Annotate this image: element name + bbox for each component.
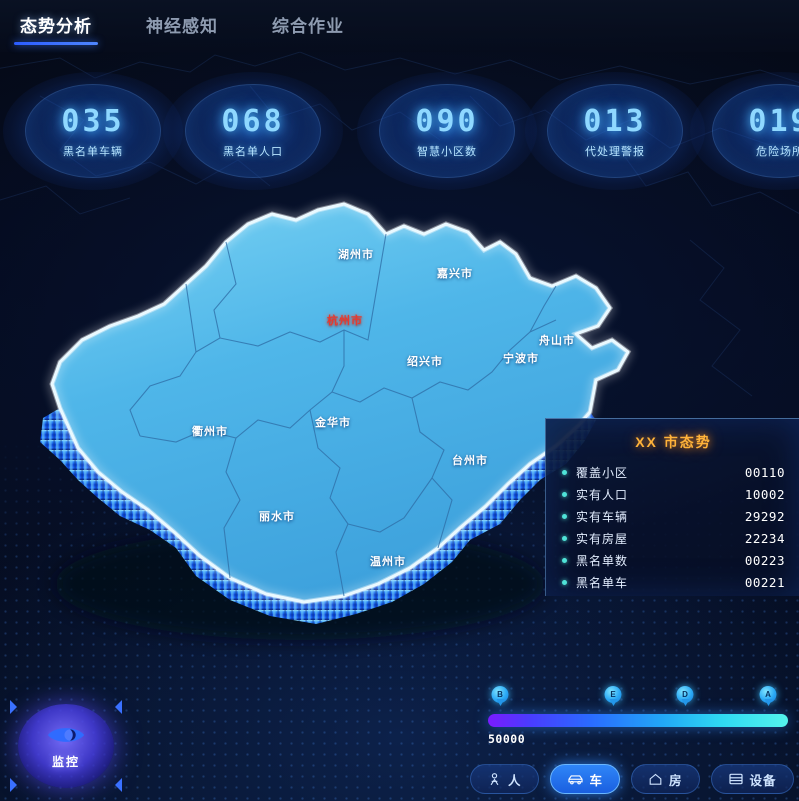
gradient-bar[interactable] — [488, 714, 788, 727]
stat-value: 035 — [61, 103, 125, 139]
legend-marker-b[interactable]: B — [491, 686, 509, 703]
stat-dangerous-places[interactable]: 019 危险场所 — [690, 72, 799, 190]
row-label: 黑名单数 — [576, 553, 629, 568]
panel-row[interactable]: 覆盖小区 00110 — [562, 462, 785, 482]
bullet-icon — [562, 513, 567, 519]
row-value: 00221 — [744, 574, 785, 590]
row-value: 00110 — [744, 464, 785, 480]
row-value: 10002 — [744, 486, 785, 502]
legend-marker-e[interactable]: E — [604, 686, 622, 703]
legend-marker-a[interactable]: A — [759, 686, 777, 703]
filter-person[interactable]: 人 — [470, 764, 539, 794]
monitor-button[interactable]: 监控 — [18, 704, 114, 788]
stat-label: 危险场所 — [756, 145, 799, 158]
monitor-label: 监控 — [51, 754, 80, 769]
marker-label: B — [497, 690, 503, 699]
stat-blacklist-population[interactable]: 068 黑名单人口 — [163, 72, 343, 190]
row-label: 实有车辆 — [576, 509, 629, 524]
top-navigation: 态势分析 神经感知 综合作业 — [0, 0, 799, 52]
filter-label: 设备 — [749, 773, 777, 788]
filter-vehicle[interactable]: 车 — [549, 764, 621, 794]
pin-icon: E — [604, 686, 622, 703]
city-situation-panel: XX 市态势 覆盖小区 00110 实有人口 10002 实有车辆 29292 … — [545, 418, 799, 596]
stat-pending-alarms[interactable]: 013 代处理警报 — [525, 72, 705, 190]
stat-label: 智慧小区数 — [417, 145, 477, 158]
bullet-icon — [562, 469, 567, 475]
legend-marker-d[interactable]: D — [676, 686, 694, 703]
panel-row[interactable]: 黑名单车 00221 — [562, 572, 785, 592]
heat-legend: B E D A 50000 — [488, 686, 788, 746]
tab-neural-perception[interactable]: 神经感知 — [134, 0, 230, 47]
filter-device[interactable]: 设备 — [710, 764, 794, 794]
panel-row[interactable]: 黑名单数 00223 — [562, 550, 785, 570]
stat-smart-communities[interactable]: 090 智慧小区数 — [357, 72, 537, 190]
car-icon — [567, 774, 583, 784]
legend-markers: B E D A — [488, 686, 788, 714]
marker-label: A — [765, 690, 771, 699]
stat-value: 068 — [221, 103, 285, 139]
panel-row[interactable]: 实有车辆 29292 — [562, 506, 785, 526]
stat-value: 090 — [415, 103, 479, 139]
house-icon — [649, 773, 662, 785]
row-label: 覆盖小区 — [576, 465, 629, 480]
pin-icon: B — [491, 686, 509, 703]
marker-label: E — [610, 690, 616, 699]
stat-value: 013 — [583, 103, 647, 139]
panel-row[interactable]: 实有房屋 22234 — [562, 528, 785, 548]
filter-label: 人 — [508, 773, 522, 788]
bullet-icon — [562, 579, 567, 585]
legend-min-value: 50000 — [488, 732, 526, 746]
pin-icon: D — [676, 686, 694, 703]
bullet-icon — [562, 557, 567, 563]
tab-label: 神经感知 — [146, 17, 218, 36]
person-icon — [490, 772, 499, 785]
monitor-button-wrapper: 监控 — [8, 698, 124, 794]
row-value: 00223 — [744, 552, 785, 568]
stat-value: 019 — [748, 103, 799, 139]
row-label: 实有人口 — [576, 487, 629, 502]
category-filters: 人 车 房 设备 — [470, 764, 794, 794]
filter-label: 车 — [589, 773, 604, 788]
tab-situation-analysis[interactable]: 态势分析 — [8, 0, 104, 47]
stat-label: 代处理警报 — [585, 145, 645, 158]
device-icon — [728, 773, 743, 785]
row-value: 29292 — [744, 508, 785, 524]
pin-icon: A — [759, 686, 777, 703]
row-label: 实有房屋 — [576, 531, 629, 546]
corner-marker-icon — [10, 700, 17, 714]
row-value: 22234 — [744, 530, 785, 546]
bullet-icon — [562, 535, 567, 541]
panel-row[interactable]: 实有人口 10002 — [562, 484, 785, 504]
bullet-icon — [562, 491, 567, 497]
corner-marker-icon — [115, 778, 122, 792]
filter-label: 房 — [669, 773, 683, 788]
province-map[interactable]: 湖州市 嘉兴市 杭州市 舟山市 绍兴市 宁波市 衢州市 金华市 台州市 丽水市 … — [0, 180, 680, 660]
eye-icon — [47, 727, 85, 742]
panel-title: XX 市态势 — [635, 434, 712, 450]
filter-house[interactable]: 房 — [631, 764, 700, 794]
panel-rows: 覆盖小区 00110 实有人口 10002 实有车辆 29292 实有房屋 22… — [562, 462, 785, 592]
stat-label: 黑名单车辆 — [63, 145, 123, 158]
stat-label: 黑名单人口 — [223, 145, 283, 158]
corner-marker-icon — [115, 700, 122, 714]
marker-label: D — [682, 690, 688, 699]
map-svg — [40, 201, 632, 640]
stat-circles: 035 黑名单车辆 068 黑名单人口 090 智慧小区数 013 代处理警报 … — [0, 72, 799, 192]
tab-label: 综合作业 — [272, 17, 344, 36]
corner-marker-icon — [10, 778, 17, 792]
stat-blacklist-vehicles[interactable]: 035 黑名单车辆 — [3, 72, 183, 190]
row-label: 黑名单车 — [576, 575, 629, 590]
tab-comprehensive-operation[interactable]: 综合作业 — [260, 0, 356, 47]
tab-label: 态势分析 — [20, 17, 92, 36]
